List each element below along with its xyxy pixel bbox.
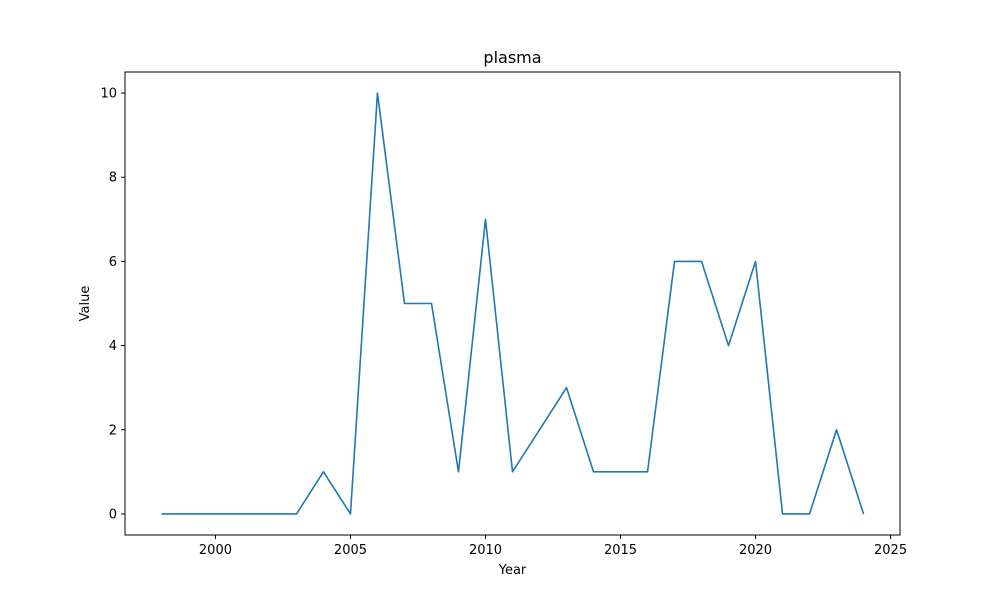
x-tick-label: 2015 xyxy=(604,543,637,558)
plot-frame xyxy=(124,71,901,536)
series-layer xyxy=(161,92,865,515)
y-tick-label: 10 xyxy=(100,87,117,102)
chart-title: plasma xyxy=(483,48,541,67)
x-tick-label: 2010 xyxy=(469,543,502,558)
y-tick-label: 8 xyxy=(109,171,117,186)
y-tick-label: 4 xyxy=(109,339,117,354)
x-tick-label: 2020 xyxy=(739,543,772,558)
ticks-layer: 2000 2005 2010 2015 2020 2025 0 2 4 6 8 10 xyxy=(100,87,907,558)
y-tick-label: 6 xyxy=(109,255,117,270)
x-tick-label: 2005 xyxy=(334,543,367,558)
y-tick-label: 2 xyxy=(109,423,117,438)
x-tick-label: 2025 xyxy=(874,543,907,558)
series-line xyxy=(161,92,865,515)
x-tick-label: 2000 xyxy=(199,543,232,558)
y-tick-label: 0 xyxy=(109,507,117,522)
x-axis-label: Year xyxy=(498,563,527,578)
plot-area xyxy=(125,72,900,535)
y-axis-label: Value xyxy=(78,286,93,322)
